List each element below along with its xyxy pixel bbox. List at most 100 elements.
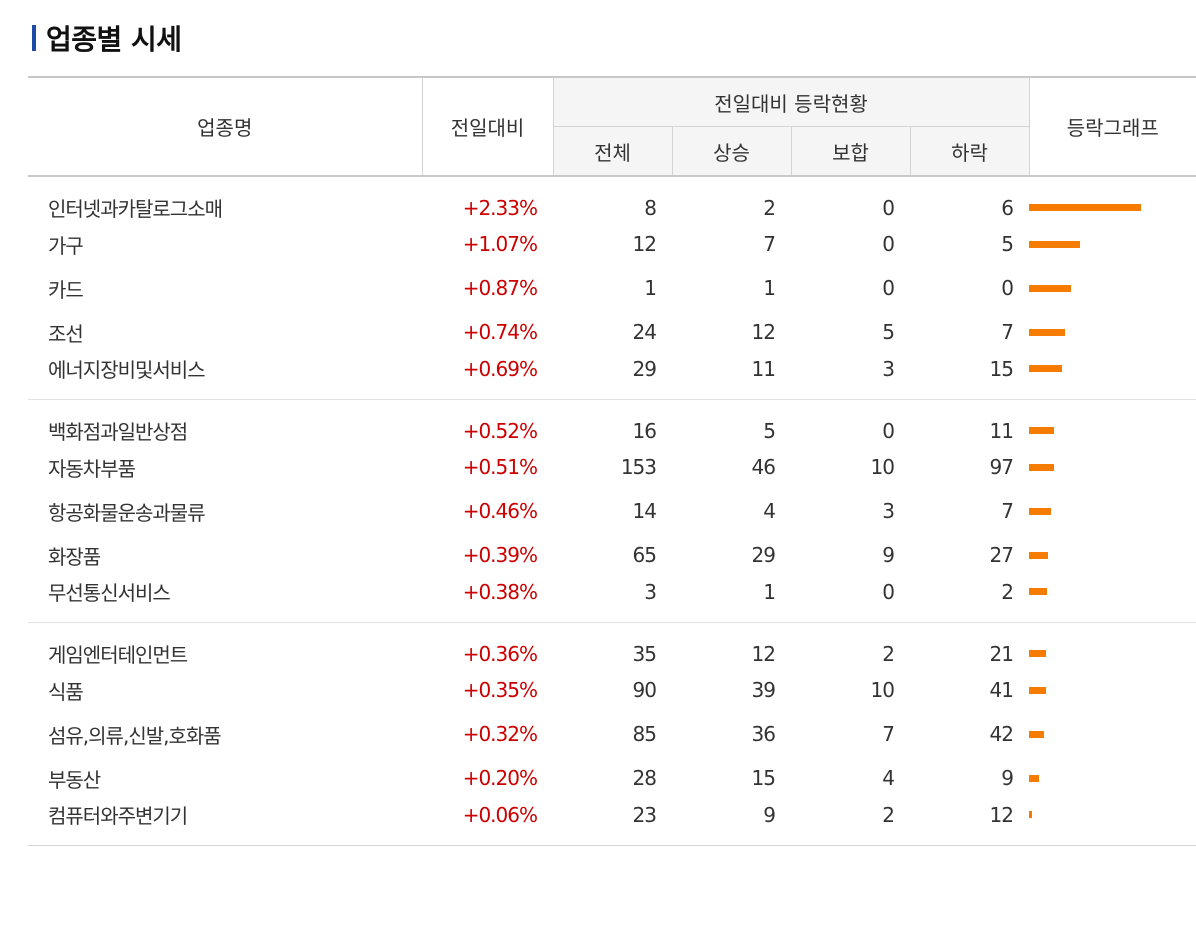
count-total: 12 [632,232,657,256]
sector-name[interactable]: 인터넷과카탈로그소매 [48,197,223,221]
change-rate: +0.06% [422,800,553,846]
change-bar [1029,650,1046,657]
count-total: 1 [644,276,657,300]
count-up: 7 [763,232,776,256]
graph-cell [1029,577,1196,623]
count-down: 12 [910,800,1029,846]
table-row[interactable]: 가구 +1.07% 12 7 0 5 [28,222,1196,266]
sector-name[interactable]: 식품 [48,679,84,704]
change-rate: +0.87% [462,276,538,300]
table-row[interactable]: 게임엔터테인먼트 +0.36% 35 12 2 21 [28,623,1196,669]
sector-name[interactable]: 부동산 [48,767,101,792]
count-flat: 0 [882,232,895,256]
count-down: 7 [1001,320,1014,344]
count-total: 16 [632,418,657,443]
table-row[interactable]: 무선통신서비스 +0.38% 3 1 0 2 [28,577,1196,623]
change-bar [1029,284,1071,292]
table-row[interactable]: 화장품 +0.39% 65 29 9 27 [28,533,1196,577]
sector-name[interactable]: 섬유,의류,신발,호화품 [48,723,222,748]
sector-table: 업종명 전일대비 전일대비 등락현황 등락그래프 전체 상승 보합 하락 인터넷… [28,76,1196,846]
header-down: 하락 [909,126,1029,177]
change-bar [1029,427,1054,434]
table-row[interactable]: 백화점과일반상점 +0.52% 16 5 0 11 [28,400,1196,446]
count-flat: 0 [882,195,895,220]
page-title: 업종별 시세 [46,23,182,56]
table-row[interactable]: 컴퓨터와주변기기 +0.06% 23 9 2 12 [28,800,1196,846]
count-up: 12 [751,320,776,344]
count-up: 12 [751,641,776,666]
sector-name[interactable]: 조선 [48,321,84,346]
graph-cell [1029,176,1196,222]
table-row[interactable]: 섬유,의류,신발,호화품 +0.32% 85 36 7 42 [28,712,1196,756]
header-updown-status: 전일대비 등락현황 [552,76,1029,127]
change-bar [1029,811,1032,818]
count-up: 36 [751,722,776,746]
count-flat: 10 [870,455,895,479]
change-bar [1029,507,1051,515]
count-down: 27 [989,543,1014,567]
change-bar [1029,204,1141,211]
count-flat: 10 [870,678,895,702]
count-up: 9 [672,800,791,846]
count-down: 9 [1001,766,1014,790]
count-down: 41 [989,678,1014,702]
change-bar [1029,328,1065,336]
sector-name[interactable]: 백화점과일반상점 [48,420,188,444]
count-up: 39 [751,678,776,702]
change-bar [1029,730,1044,738]
header-graph: 등락그래프 [1028,76,1196,177]
sector-name[interactable]: 자동차부품 [48,456,136,481]
sector-name[interactable]: 화장품 [48,544,101,569]
table-row[interactable]: 부동산 +0.20% 28 15 4 9 [28,756,1196,800]
count-total: 153 [620,455,657,479]
table-row[interactable]: 식품 +0.35% 90 39 10 41 [28,668,1196,712]
count-total: 24 [632,320,657,344]
change-rate: +0.36% [462,641,538,666]
count-total: 23 [553,800,672,846]
graph-cell [1029,400,1196,446]
count-flat: 0 [882,276,895,300]
graph-cell [1029,266,1196,310]
graph-cell [1029,354,1196,400]
change-bar [1029,240,1080,248]
table-row[interactable]: 자동차부품 +0.51% 153 46 10 97 [28,445,1196,489]
section-header: 업종별 시세 [32,18,182,58]
graph-cell [1029,533,1196,577]
table-row[interactable]: 카드 +0.87% 1 1 0 0 [28,266,1196,310]
count-down: 7 [1001,499,1014,523]
table-body: 인터넷과카탈로그소매 +2.33% 8 2 0 6 가구 +1.07% 12 7 0 5 카드 +0.87… [28,176,1196,846]
count-up: 5 [763,418,776,443]
change-bar [1029,365,1062,372]
count-flat: 2 [791,800,910,846]
count-total: 8 [644,195,657,220]
count-total: 29 [553,354,672,400]
graph-cell [1029,310,1196,354]
count-up: 29 [751,543,776,567]
graph-cell [1029,222,1196,266]
sector-name[interactable]: 카드 [48,277,84,302]
count-flat: 0 [882,418,895,443]
change-rate: +0.69% [422,354,553,400]
graph-cell [1029,756,1196,800]
count-down: 21 [989,641,1014,666]
sector-name[interactable]: 가구 [48,233,84,258]
sector-name[interactable]: 항공화물운송과물류 [48,500,206,525]
sector-name[interactable]: 게임엔터테인먼트 [48,643,188,667]
count-down: 5 [1001,232,1014,256]
header-up: 상승 [671,126,791,177]
header-flat: 보합 [790,126,910,177]
count-up: 2 [763,195,776,220]
change-rate: +0.74% [462,320,538,344]
table-row[interactable]: 항공화물운송과물류 +0.46% 14 4 3 7 [28,489,1196,533]
table-row[interactable]: 인터넷과카탈로그소매 +2.33% 8 2 0 6 [28,176,1196,222]
header-change: 전일대비 [421,76,553,177]
sector-name[interactable]: 에너지장비및서비스 [28,354,422,400]
table-row[interactable]: 에너지장비및서비스 +0.69% 29 11 3 15 [28,354,1196,400]
sector-name[interactable]: 무선통신서비스 [28,577,422,623]
count-up: 46 [751,455,776,479]
change-rate: +0.20% [462,766,538,790]
graph-cell [1029,445,1196,489]
table-row[interactable]: 조선 +0.74% 24 12 5 7 [28,310,1196,354]
count-flat: 5 [882,320,895,344]
sector-name[interactable]: 컴퓨터와주변기기 [28,800,422,846]
